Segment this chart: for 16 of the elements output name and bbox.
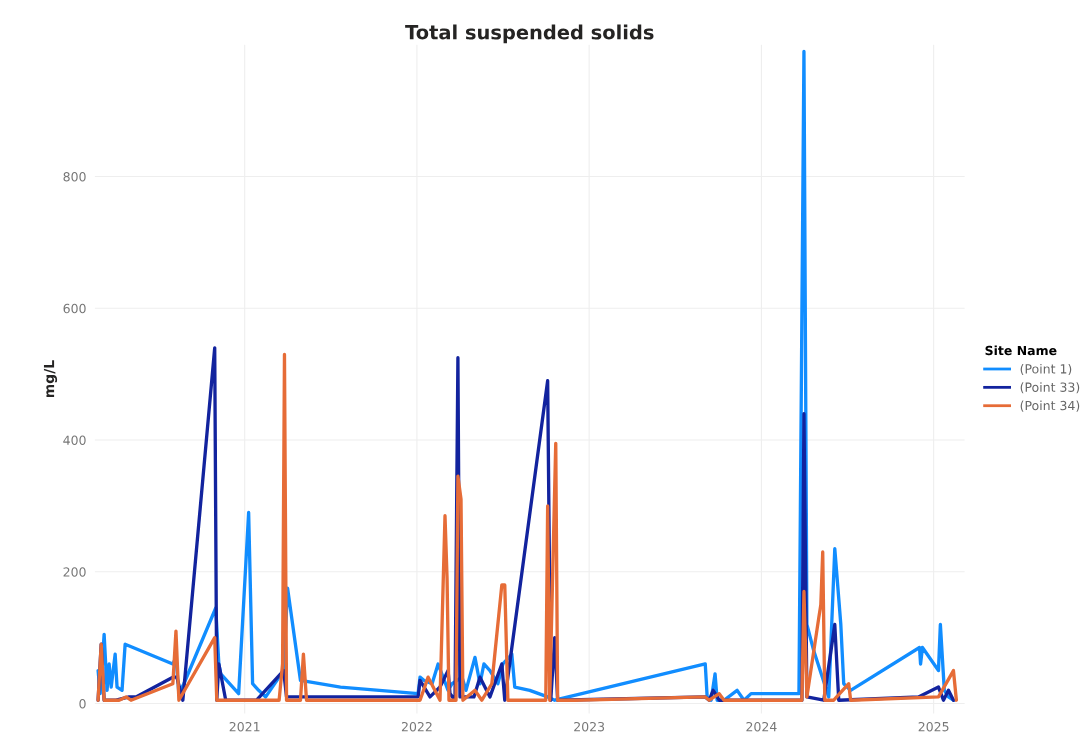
y-tick-label: 400 — [63, 435, 86, 445]
legend-label: (Point 1) — [1020, 363, 1072, 376]
y-tick-label: 200 — [63, 567, 86, 577]
x-tick-label: 2024 — [746, 721, 777, 732]
y-tick-label: 0 — [79, 698, 86, 709]
x-tick-label: 2025 — [918, 721, 949, 732]
legend-label: (Point 33) — [1020, 382, 1080, 394]
chart-title: Total suspended solids — [405, 24, 654, 44]
x-tick-label: 2021 — [229, 721, 260, 732]
x-tick-label: 2023 — [574, 721, 605, 732]
legend-title: Site Name — [985, 345, 1057, 356]
legend-label: (Point 34) — [1020, 400, 1080, 412]
y-tick-label: 800 — [63, 172, 86, 182]
y-tick-label: 600 — [63, 303, 86, 314]
y-axis-title: mg/L — [43, 360, 58, 398]
x-tick-label: 2022 — [401, 721, 432, 732]
